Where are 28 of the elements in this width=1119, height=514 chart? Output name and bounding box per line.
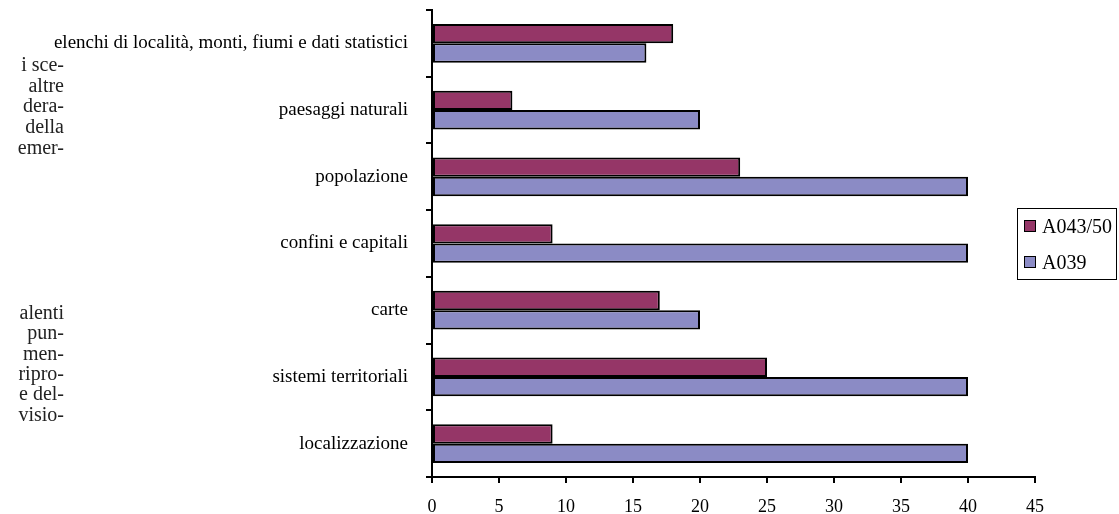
x-tick-label: 15 <box>624 495 642 514</box>
text: dera- <box>21 94 64 117</box>
text: ripro- <box>17 361 64 384</box>
x-tick-label: 5 <box>494 495 504 514</box>
text: emer- <box>16 135 64 158</box>
x-tick-label: 25 <box>758 495 776 514</box>
y-tick-label: sistemi territoriali <box>272 364 408 386</box>
text: pun- <box>26 321 64 344</box>
text: visio- <box>17 402 64 425</box>
x-tick-label: 20 <box>691 495 709 514</box>
x-tick-label: 45 <box>1026 495 1044 514</box>
y-tick-label: elenchi di località, monti, fiumi e dati statistici <box>53 31 408 53</box>
text: alenti <box>18 301 64 323</box>
x-tick-label: 40 <box>959 495 977 514</box>
text: i sce- <box>20 53 64 75</box>
x-tick-label: 10 <box>557 495 575 514</box>
y-tick-label: carte <box>371 298 408 320</box>
y-tick-label: paesaggi naturali <box>278 98 408 120</box>
x-tick-label: 0 <box>427 495 437 514</box>
y-tick-label: confini e capitali <box>280 231 408 253</box>
text: della <box>24 115 64 138</box>
legend-label: A043/50 <box>1042 214 1112 237</box>
legend-label: A039 <box>1042 250 1087 273</box>
text: altre <box>27 73 64 96</box>
x-tick-label: 35 <box>892 495 910 514</box>
x-tick-label: 30 <box>825 495 843 514</box>
y-tick-label: popolazione <box>315 164 408 186</box>
y-tick-label: localizzazione <box>299 431 408 453</box>
